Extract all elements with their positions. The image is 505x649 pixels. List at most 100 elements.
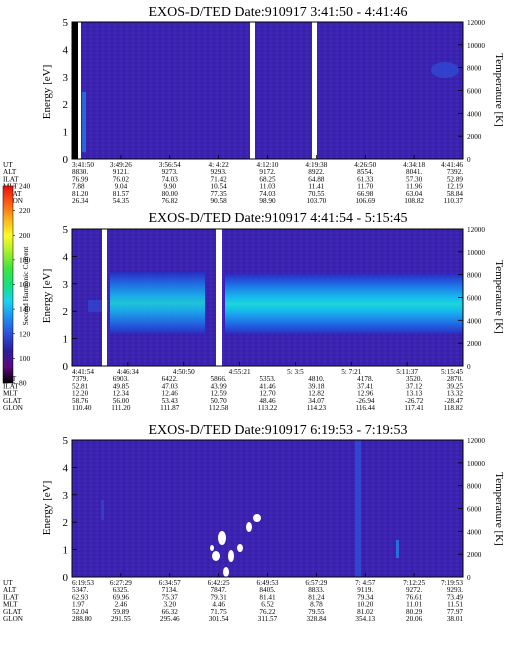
y2tick-label: 0 <box>467 156 471 164</box>
ephem-value: 9273. <box>162 168 178 176</box>
y2tick-label: 0 <box>467 574 471 582</box>
ephem-value: 9.90 <box>163 183 176 191</box>
ephem-value: 38.01 <box>447 615 464 623</box>
ephem-value: 3:49:26 <box>110 161 132 169</box>
ephem-value: 8554. <box>357 168 373 176</box>
ephem-value: 4:12:10 <box>257 161 279 169</box>
ephem-value: 7134. <box>162 586 178 594</box>
ephem-value: 8.78 <box>310 601 323 609</box>
ephem-value: 116.44 <box>356 404 376 412</box>
panel-3-y2label: Temperature [K] <box>493 472 505 545</box>
ephem-value: 37.12 <box>406 382 423 390</box>
ephem-value: 6:42:25 <box>208 579 230 587</box>
ephem-value: 5:15:45 <box>441 368 463 376</box>
ephem-row-label: UT <box>3 161 13 169</box>
ephem-value: 53.43 <box>162 397 179 405</box>
panel-2-ylabel: Energy [eV] <box>41 269 53 323</box>
ephem-value: 34.07 <box>308 397 325 405</box>
ephem-value: -28.47 <box>444 397 463 405</box>
ephem-value: 3:56:54 <box>159 161 181 169</box>
y2tick-label: 8000 <box>467 65 482 73</box>
ephem-value: 58.84 <box>447 190 464 198</box>
panel-1-y2label: Temperature [K] <box>493 53 505 126</box>
ephem-value: 3.20 <box>163 601 176 609</box>
ephem-value: 295.46 <box>160 615 180 623</box>
ephem-value: 8405. <box>259 586 275 594</box>
ephem-value: 6:57:29 <box>305 579 327 587</box>
ephem-value: 50.70 <box>211 397 228 405</box>
ytick-label: 2 <box>63 517 69 529</box>
y2tick-label: 6000 <box>467 295 482 303</box>
ephem-value: 47.03 <box>162 382 179 390</box>
ephem-value: 9272. <box>406 586 422 594</box>
ephem-value: 71.75 <box>211 608 228 616</box>
ephem-row-label: UT <box>3 579 13 587</box>
ephem-value: 7392. <box>447 168 463 176</box>
ephem-row-label: GLON <box>3 615 24 623</box>
y2tick-label: 2000 <box>467 133 482 141</box>
ephem-value: 69.96 <box>113 593 130 601</box>
ephem-value: 90.58 <box>211 197 228 205</box>
ytick-label: 5 <box>63 435 69 447</box>
ephem-value: 108.82 <box>404 197 424 205</box>
ephem-value: -26.72 <box>405 397 424 405</box>
panel-2-yticks: 0 1 2 3 4 5 <box>63 224 77 373</box>
panel-2-title: EXOS-D/TED Date:910917 4:41:54 - 5:15:45 <box>149 211 408 226</box>
ephem-value: 52.89 <box>447 175 464 183</box>
y2tick-label: 6000 <box>467 506 482 514</box>
ephem-value: 118.82 <box>444 404 464 412</box>
ephem-value: 8833. <box>308 586 324 594</box>
ephem-value: 291.55 <box>111 615 131 623</box>
ephem-value: 41.46 <box>259 382 276 390</box>
ephem-value: 75.37 <box>162 593 179 601</box>
panel-3: EXOS-D/TED Date:910917 6:19:53 - 7:19:53… <box>3 423 505 623</box>
ephem-value: 79.55 <box>308 608 325 616</box>
ephem-value: 81.20 <box>72 190 89 198</box>
ephem-row-label: GLON <box>3 197 24 205</box>
y2tick-label: 12000 <box>467 226 485 234</box>
ephem-value: 81.24 <box>308 593 325 601</box>
colorbar-tick-label: 180 <box>19 255 31 264</box>
ephem-value: 7: 4:57 <box>355 579 376 587</box>
ephem-row-label: ALT <box>3 168 17 176</box>
ephem-value: 4:46:34 <box>117 368 139 376</box>
panel-1-y2ticks: 0 2000 4000 6000 8000 10000 12000 <box>458 19 485 164</box>
ephem-value: 12.82 <box>308 390 325 398</box>
colorbar-label: Second Harmonic Current <box>21 246 30 326</box>
ephem-value: 5353. <box>259 375 275 383</box>
ephem-value: 8041. <box>406 168 422 176</box>
ephem-value: 77.97 <box>447 608 464 616</box>
ytick-label: 2 <box>63 99 69 111</box>
panel-1-ephemeris: UT 3:41:50 3:49:26 3:56:54 4: 4:22 4:12:10 4:1… <box>3 155 463 205</box>
ephem-value: 8830. <box>72 168 88 176</box>
ephem-value: 328.84 <box>306 615 326 623</box>
ephem-value: 9172. <box>259 168 275 176</box>
ephem-value: 5: 3:5 <box>287 368 304 376</box>
ephem-value: 4:41:54 <box>72 368 94 376</box>
ephem-row-label: ILAT <box>3 382 19 390</box>
ephem-value: 6:27:29 <box>110 579 132 587</box>
colorbar-tick-label: 220 <box>19 206 31 215</box>
ephem-value: 12.19 <box>447 183 464 191</box>
ytick-label: 3 <box>63 72 69 84</box>
y2tick-label: 2000 <box>467 340 482 348</box>
ephem-value: 54.35 <box>113 197 130 205</box>
ephem-value: 73.49 <box>447 593 464 601</box>
ephem-value: 4: 4:22 <box>209 161 230 169</box>
ephem-value: 4:50:50 <box>173 368 195 376</box>
ephem-value: 61.33 <box>357 175 374 183</box>
panel-1-ylabel: Energy [eV] <box>41 65 53 119</box>
ephem-value: 114.23 <box>307 404 327 412</box>
panel-1-title: EXOS-D/TED Date:910917 3:41:50 - 4:41:46 <box>149 5 408 20</box>
panel-3-title: EXOS-D/TED Date:910917 6:19:53 - 7:19:53 <box>149 423 408 438</box>
ephem-value: 354.13 <box>355 615 375 623</box>
ephem-value: 12.96 <box>357 390 374 398</box>
ytick-label: 0 <box>63 154 69 166</box>
y2tick-label: 4000 <box>467 110 482 118</box>
y2tick-label: 4000 <box>467 528 482 536</box>
ephem-value: 13.13 <box>406 390 423 398</box>
ephem-row-label: GLAT <box>3 608 22 616</box>
panel-3-ephemeris: UT 6:19:53 6:27:29 6:34:57 6:42:25 6:49:53 6:5… <box>3 573 463 623</box>
ephem-value: 7379. <box>72 375 88 383</box>
ytick-label: 2 <box>63 306 69 318</box>
